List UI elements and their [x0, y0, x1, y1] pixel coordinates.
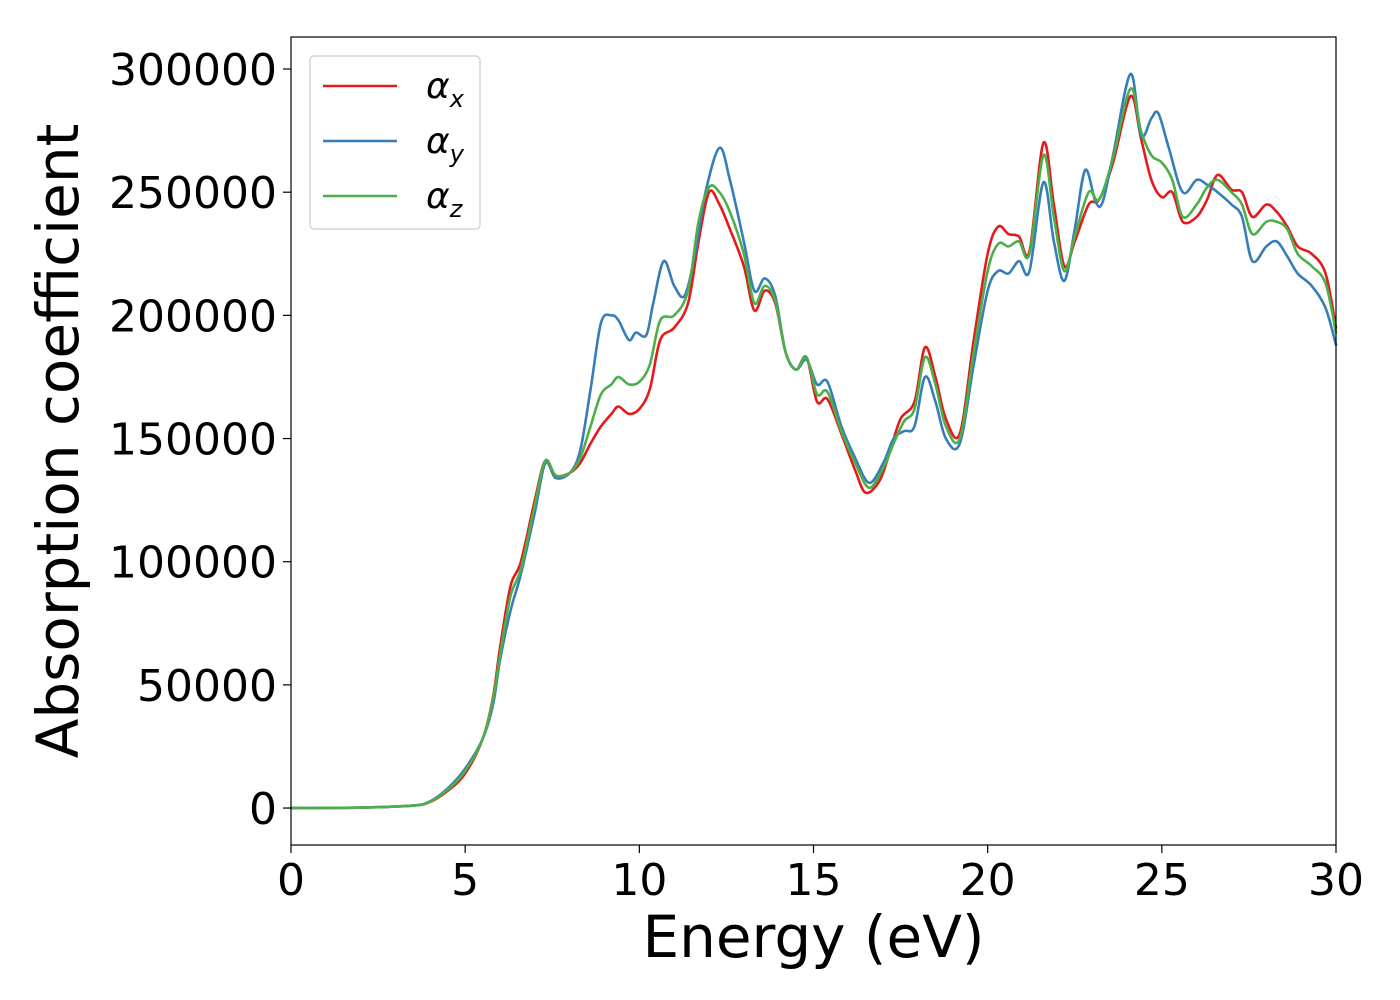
x-tick-label: 30 — [1308, 855, 1364, 906]
legend-label-x: αx — [426, 66, 465, 113]
y-tick-label: 150000 — [109, 415, 277, 466]
series-line-z — [289, 87, 1338, 810]
legend-label-y: αy — [426, 121, 465, 168]
y-tick-label: 300000 — [109, 45, 277, 96]
x-tick-label: 15 — [786, 855, 842, 906]
x-axis-title: Energy (eV) — [642, 903, 984, 971]
x-axis-ticks: 0 5 10 15 20 25 30 — [277, 845, 1364, 906]
y-tick-label: 200000 — [109, 291, 277, 342]
y-tick-label: 50000 — [137, 661, 277, 712]
x-tick-label: 5 — [451, 855, 479, 906]
legend-box — [309, 55, 481, 230]
x-tick-label: 25 — [1134, 855, 1190, 906]
y-tick-label: 250000 — [109, 168, 277, 219]
y-axis-title: Absorption coefficient — [24, 124, 92, 759]
legend: αx αy αz — [309, 55, 481, 230]
y-tick-label: 0 — [249, 784, 277, 835]
x-tick-label: 20 — [960, 855, 1016, 906]
y-axis-ticks: 0 50000 100000 150000 200000 250000 300000 — [109, 45, 291, 835]
x-tick-label: 0 — [277, 855, 305, 906]
legend-label-z: αz — [426, 176, 464, 223]
y-tick-label: 100000 — [109, 538, 277, 589]
x-tick-label: 10 — [611, 855, 667, 906]
series-layer — [289, 72, 1338, 810]
